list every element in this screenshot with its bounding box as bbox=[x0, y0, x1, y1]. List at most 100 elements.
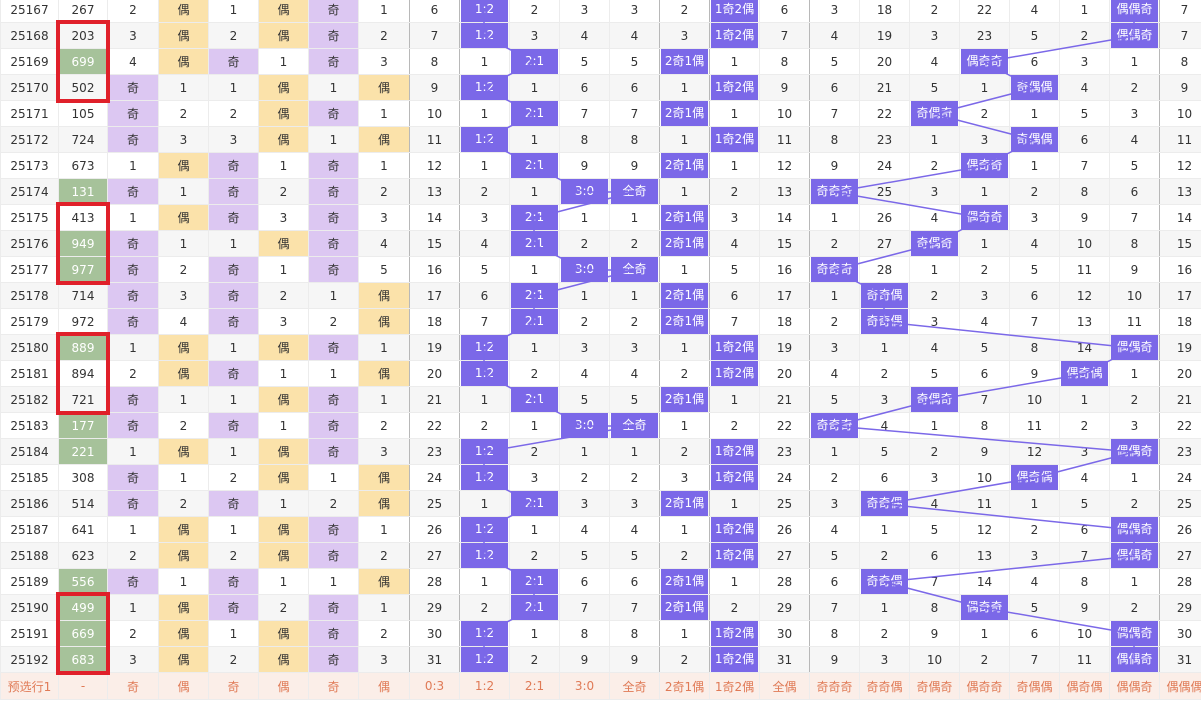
preselect-option[interactable]: 偶奇奇 bbox=[959, 672, 1010, 700]
distribution-cell: 奇 bbox=[107, 256, 159, 283]
distribution-cell: 7 bbox=[809, 100, 860, 127]
distribution-cell: 2 bbox=[509, 438, 560, 465]
distribution-cell: 3 bbox=[859, 386, 910, 413]
distribution-cell: 1 bbox=[809, 204, 860, 231]
table-row: 25183 177 奇 2 奇 1 奇 2 22 2 1 3:0 全奇 1 2 22 奇奇奇 4 1 8 11 2 3 22 bbox=[0, 412, 1201, 439]
hit-marker-cell: 3:0 bbox=[559, 256, 610, 283]
distribution-cell: 4 bbox=[559, 22, 610, 49]
table-row: 25177 977 奇 2 奇 1 奇 5 16 5 1 3:0 全奇 1 5 16 奇奇奇 28 1 2 5 11 9 16 bbox=[0, 256, 1201, 283]
distribution-cell: 7 bbox=[459, 308, 510, 335]
distribution-cell: 奇 bbox=[308, 412, 359, 439]
distribution-cell: 10 bbox=[1159, 100, 1201, 127]
hit-marker-cell: 2:1 bbox=[509, 100, 560, 127]
distribution-cell: 8 bbox=[1109, 230, 1160, 257]
distribution-cell: 4 bbox=[959, 308, 1010, 335]
distribution-cell: 2 bbox=[258, 282, 309, 309]
distribution-cell: 22 bbox=[409, 412, 460, 439]
distribution-cell: 奇 bbox=[107, 464, 159, 491]
distribution-cell: 25 bbox=[1159, 490, 1201, 517]
preselect-option[interactable]: 全偶 bbox=[759, 672, 810, 700]
distribution-cell: 3 bbox=[358, 438, 410, 465]
hit-marker: 奇偶偶 bbox=[1011, 75, 1058, 100]
preselect-option[interactable]: 全奇 bbox=[609, 672, 660, 700]
preselect-option[interactable]: 1奇2偶 bbox=[709, 672, 760, 700]
preselect-option[interactable]: 奇 bbox=[308, 672, 359, 700]
distribution-cell: 8 bbox=[809, 126, 860, 153]
hit-marker: 1奇2偶 bbox=[711, 23, 758, 48]
preselect-option[interactable]: 奇偶偶 bbox=[1009, 672, 1060, 700]
distribution-cell: 5 bbox=[1009, 22, 1060, 49]
preselect-option[interactable]: 1:2 bbox=[459, 672, 510, 700]
distribution-cell: 3 bbox=[1059, 48, 1110, 75]
hit-marker-cell: 奇奇奇 bbox=[809, 412, 860, 439]
distribution-cell: 2 bbox=[959, 646, 1010, 673]
draw-number-cell: 105 bbox=[58, 100, 108, 127]
hit-marker-cell: 3:0 bbox=[559, 412, 610, 439]
preselect-option[interactable]: 奇 bbox=[208, 672, 259, 700]
hit-marker: 奇奇偶 bbox=[861, 569, 908, 594]
hit-marker-cell: 偶偶奇 bbox=[1109, 542, 1160, 569]
distribution-cell: 3 bbox=[158, 126, 209, 153]
distribution-cell: 1 bbox=[709, 386, 760, 413]
distribution-cell: 1 bbox=[358, 594, 410, 621]
hit-marker: 2奇1偶 bbox=[661, 153, 708, 178]
hit-marker: 奇奇偶 bbox=[861, 309, 908, 334]
preselect-option[interactable]: 3:0 bbox=[559, 672, 610, 700]
hit-marker: 1奇2偶 bbox=[711, 75, 758, 100]
distribution-cell: 6 bbox=[959, 360, 1010, 387]
preselect-option[interactable]: 偶偶偶 bbox=[1159, 672, 1201, 700]
preselect-option[interactable]: 偶 bbox=[158, 672, 209, 700]
hit-marker-cell: 2奇1偶 bbox=[659, 230, 710, 257]
distribution-cell: 2 bbox=[208, 542, 259, 569]
distribution-cell: 1 bbox=[809, 282, 860, 309]
hit-marker: 1:2 bbox=[461, 621, 508, 646]
distribution-cell: 11 bbox=[1109, 308, 1160, 335]
hit-marker: 1奇2偶 bbox=[711, 647, 758, 672]
issue-cell: 25168 bbox=[0, 22, 59, 49]
issue-cell: 25172 bbox=[0, 126, 59, 153]
distribution-cell: 10 bbox=[1059, 620, 1110, 647]
distribution-cell: 15 bbox=[1159, 230, 1201, 257]
hit-marker-cell: 1:2 bbox=[459, 74, 510, 101]
distribution-cell: 偶 bbox=[158, 48, 209, 75]
distribution-cell: 13 bbox=[759, 178, 810, 205]
preselect-option[interactable]: 偶 bbox=[358, 672, 410, 700]
hit-marker-cell: 1:2 bbox=[459, 620, 510, 647]
preselect-option[interactable]: 奇奇偶 bbox=[859, 672, 910, 700]
distribution-cell: 6 bbox=[1009, 620, 1060, 647]
distribution-cell: 3 bbox=[809, 334, 860, 361]
distribution-cell: 6 bbox=[809, 568, 860, 595]
hit-marker: 2:1 bbox=[511, 491, 558, 516]
preselect-option[interactable]: 偶奇偶 bbox=[1059, 672, 1110, 700]
preselect-option[interactable]: 奇偶奇 bbox=[909, 672, 960, 700]
distribution-cell: 5 bbox=[1009, 594, 1060, 621]
distribution-cell: 2 bbox=[909, 282, 960, 309]
distribution-cell: 奇 bbox=[308, 620, 359, 647]
distribution-cell: 2 bbox=[158, 256, 209, 283]
preselect-option[interactable]: 0:3 bbox=[409, 672, 460, 700]
preselect-option[interactable]: 2奇1偶 bbox=[659, 672, 710, 700]
distribution-cell: 奇 bbox=[308, 542, 359, 569]
preselect-option[interactable]: 奇 bbox=[107, 672, 159, 700]
distribution-cell: 3 bbox=[909, 308, 960, 335]
hit-marker-cell: 奇偶奇 bbox=[909, 100, 960, 127]
preselect-option[interactable]: 2:1 bbox=[509, 672, 560, 700]
issue-cell: 25176 bbox=[0, 230, 59, 257]
distribution-cell: 2 bbox=[358, 178, 410, 205]
distribution-cell: 2 bbox=[859, 542, 910, 569]
hit-marker: 1奇2偶 bbox=[711, 127, 758, 152]
distribution-cell: 8 bbox=[609, 126, 660, 153]
issue-cell: 25186 bbox=[0, 490, 59, 517]
hit-marker: 2:1 bbox=[511, 309, 558, 334]
distribution-cell: 5 bbox=[1059, 100, 1110, 127]
hit-marker: 2:1 bbox=[511, 205, 558, 230]
distribution-cell: 3 bbox=[909, 464, 960, 491]
distribution-cell: 9 bbox=[609, 646, 660, 673]
preselect-option[interactable]: 偶偶奇 bbox=[1109, 672, 1160, 700]
distribution-cell: 20 bbox=[759, 360, 810, 387]
hit-marker-cell: 奇奇偶 bbox=[859, 490, 910, 517]
preselect-option[interactable]: 奇奇奇 bbox=[809, 672, 860, 700]
distribution-cell: 3 bbox=[459, 204, 510, 231]
distribution-cell: 1 bbox=[208, 620, 259, 647]
preselect-option[interactable]: 偶 bbox=[258, 672, 309, 700]
